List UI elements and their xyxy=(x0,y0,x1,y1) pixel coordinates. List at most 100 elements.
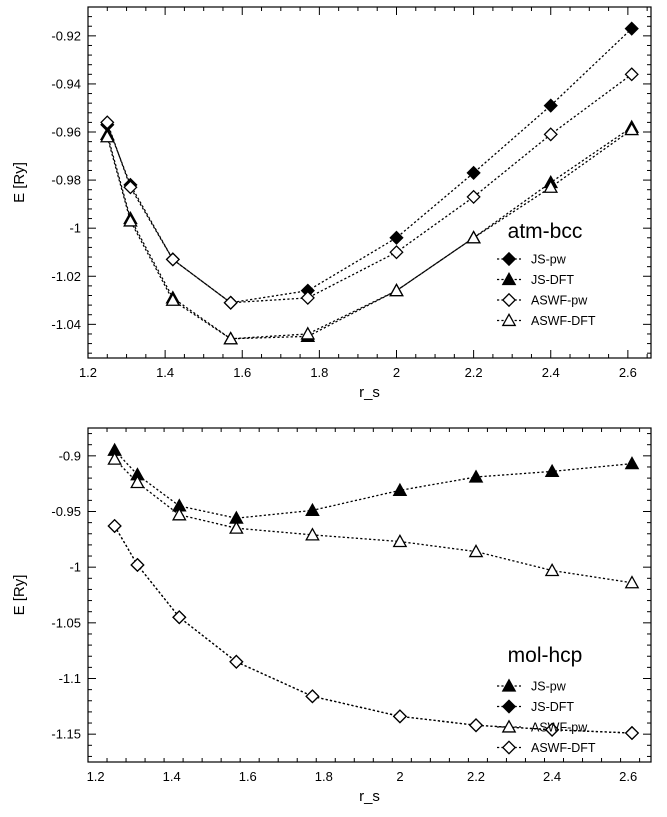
x-tick-label: 1.6 xyxy=(233,365,251,380)
series-3-point xyxy=(171,507,187,521)
legend: JS-pw JS-DFT ASWF-pw ASWF-DFT xyxy=(497,678,596,755)
x-tick-label: 2.2 xyxy=(465,365,483,380)
plot-frame xyxy=(87,427,652,763)
legend-marker xyxy=(501,292,517,308)
series-4-point xyxy=(543,179,559,193)
series-4-point xyxy=(624,122,640,136)
series-3-point xyxy=(107,451,122,465)
x-tick-label: 2.6 xyxy=(619,365,637,380)
series-1-point xyxy=(543,98,558,113)
y-tick-label: -1 xyxy=(69,221,81,236)
series-1-point xyxy=(624,456,640,470)
series-3-point xyxy=(130,475,145,489)
series-line-1 xyxy=(114,449,633,519)
y-tick-label: -0.94 xyxy=(51,76,81,91)
series-line-2 xyxy=(106,126,633,340)
series-1-point xyxy=(305,502,320,516)
x-tick-label: 1.2 xyxy=(87,769,105,784)
x-axis-label: r_s xyxy=(359,788,380,805)
legend-label: ASWF-pw xyxy=(531,294,588,308)
legend-label: JS-pw xyxy=(531,680,567,694)
y-tick-label: -1.02 xyxy=(51,269,81,284)
series-line-4 xyxy=(114,525,633,734)
x-tick-label: 1.2 xyxy=(79,365,97,380)
series-3-point xyxy=(544,562,560,577)
series-3-point xyxy=(389,245,404,260)
series-1-point xyxy=(392,482,408,496)
legend-label: JS-DFT xyxy=(531,273,574,287)
series-3-point xyxy=(229,520,244,534)
legend-label: ASWF-pw xyxy=(531,721,588,735)
y-tick-label: -0.96 xyxy=(51,125,81,140)
series-3-point xyxy=(624,67,639,82)
x-tick-label: 1.8 xyxy=(310,365,328,380)
series-4-point xyxy=(300,326,316,340)
y-tick-label: -1 xyxy=(69,560,81,575)
legend-label: ASWF-DFT xyxy=(531,741,596,755)
y-tick-label: -1.1 xyxy=(59,671,81,686)
legend-marker xyxy=(501,678,517,692)
y-tick-label: -1.04 xyxy=(51,317,81,332)
series-line-3 xyxy=(114,458,633,584)
y-tick-label: -0.9 xyxy=(59,448,81,463)
legend-marker xyxy=(501,251,517,267)
series-4-point xyxy=(172,610,187,625)
legend-marker xyxy=(501,740,517,755)
legend-marker xyxy=(501,699,517,714)
series-1-point xyxy=(466,165,481,181)
series-3-point xyxy=(468,544,484,558)
x-tick-label: 2.4 xyxy=(542,365,560,380)
legend-label: JS-pw xyxy=(531,253,567,267)
series-4-point xyxy=(99,129,115,143)
chart-title: mol-hcp xyxy=(508,644,583,667)
series-4-point xyxy=(107,518,122,534)
legend-label: JS-DFT xyxy=(531,700,574,714)
series-4-point xyxy=(466,230,481,244)
series-3-point xyxy=(392,534,408,548)
y-tick-label: -0.95 xyxy=(51,504,81,519)
chart-1: 1.2 1.4 1.6 1.8 2 2.2 2.4 2.6 -0.92 -0.94 -0.96 -0.… xyxy=(11,6,652,401)
series-3-point xyxy=(624,575,640,589)
series-4-point xyxy=(305,689,320,704)
series-3-point xyxy=(223,295,238,310)
legend-marker xyxy=(501,312,517,327)
x-tick-label: 1.4 xyxy=(156,365,174,380)
series-4-point xyxy=(123,213,138,227)
x-tick-label: 2.4 xyxy=(543,769,561,784)
x-tick-label: 1.8 xyxy=(315,769,333,784)
y-axis-label: E [Ry] xyxy=(11,575,28,616)
series-4-point xyxy=(389,283,404,297)
x-tick-label: 2 xyxy=(396,769,403,784)
series-4-point xyxy=(223,331,238,345)
series-4-point xyxy=(468,718,484,733)
series-3-point xyxy=(123,180,138,195)
x-tick-label: 1.4 xyxy=(163,769,181,784)
series-1-point xyxy=(468,469,484,483)
x-tick-label: 2 xyxy=(393,365,400,380)
y-tick-label: -1.15 xyxy=(51,727,81,742)
series-line-3 xyxy=(106,73,633,304)
x-tick-label: 2.2 xyxy=(467,769,485,784)
series-4-point xyxy=(624,725,640,741)
legend: JS-pw JS-DFT ASWF-pw ASWF-DFT xyxy=(497,251,596,328)
series-4-point xyxy=(229,654,244,669)
series-3-point xyxy=(100,115,115,130)
series-4-point xyxy=(130,557,145,573)
chart-title: atm-bcc xyxy=(508,220,583,243)
series-3-point xyxy=(543,127,558,142)
legend-marker xyxy=(501,719,517,733)
series-line-4 xyxy=(106,129,633,340)
plot-frame xyxy=(87,6,652,359)
series-3-point xyxy=(165,252,180,267)
y-tick-label: -0.98 xyxy=(51,173,81,188)
series-3-point xyxy=(305,527,320,541)
series-1-point xyxy=(389,230,404,245)
series-1-point xyxy=(544,463,560,478)
chart-2: 1.2 1.4 1.6 1.8 2 2.2 2.4 2.6 -0.9 -0.95 -1 -1.05 -1… xyxy=(11,427,652,805)
legend-label: ASWF-DFT xyxy=(531,314,596,328)
y-axis-label: E [Ry] xyxy=(11,162,28,203)
x-tick-label: 1.6 xyxy=(239,769,257,784)
y-tick-label: -0.92 xyxy=(51,28,81,43)
series-4-point xyxy=(392,709,408,724)
